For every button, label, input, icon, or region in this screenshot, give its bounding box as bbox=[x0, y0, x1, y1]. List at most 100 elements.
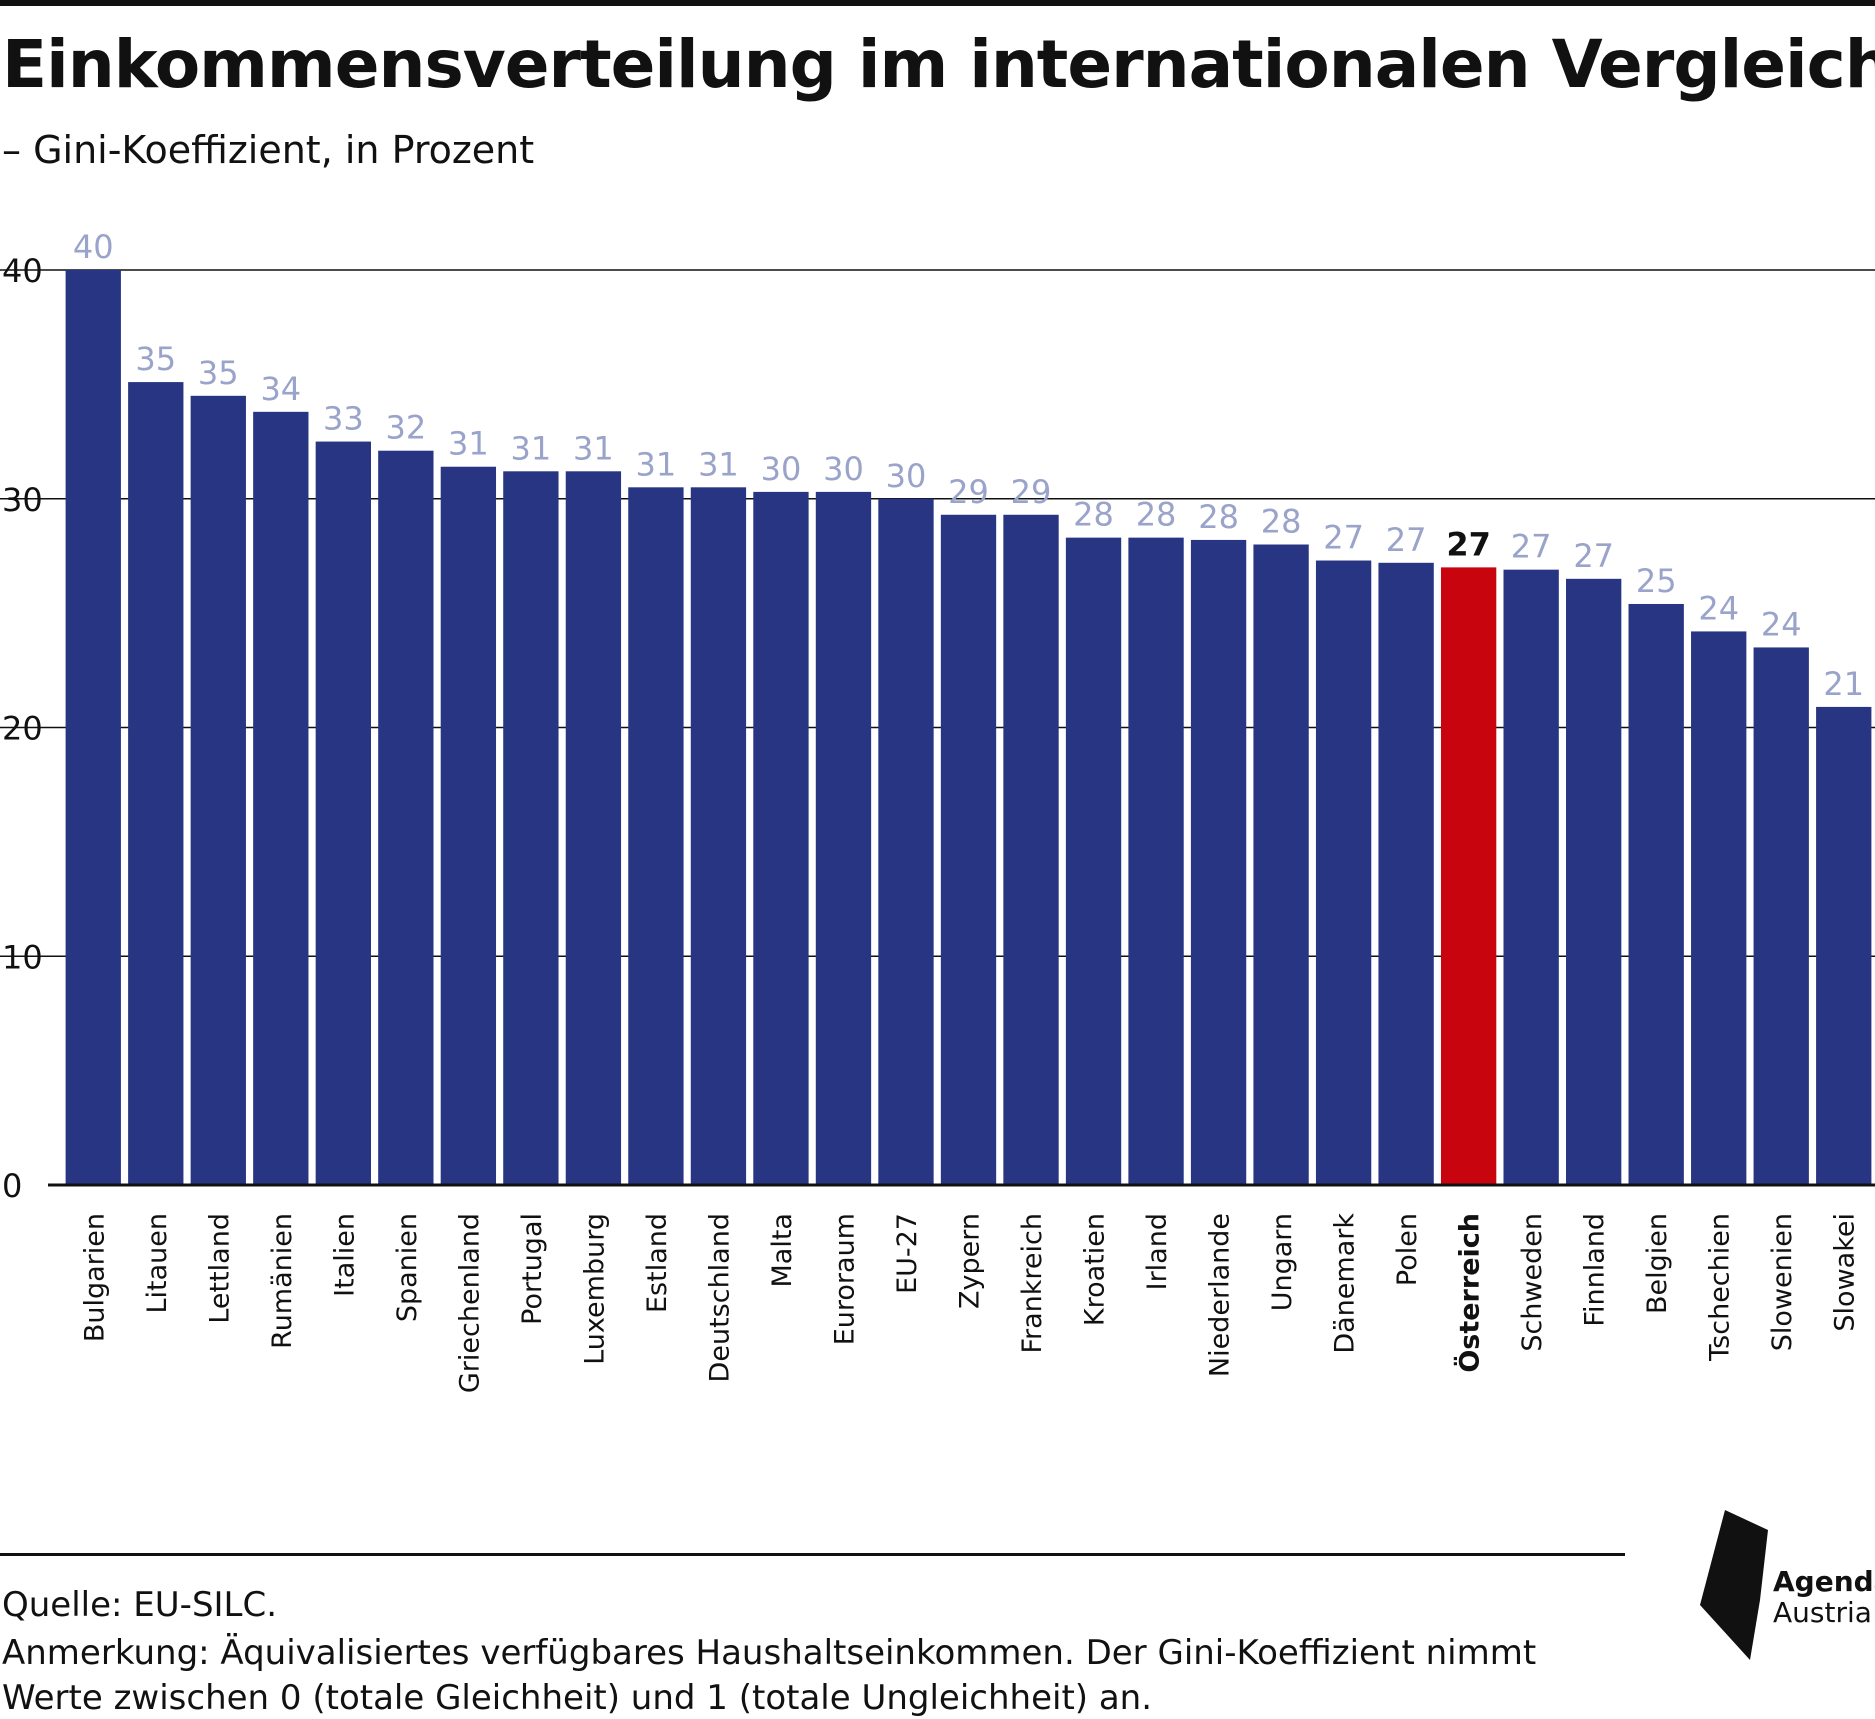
value-label: 30 bbox=[823, 450, 864, 488]
annotation-line-1: Anmerkung: Äquivalisiertes verfügbares H… bbox=[2, 1633, 1537, 1673]
bar-4 bbox=[315, 441, 371, 1185]
value-label: 35 bbox=[135, 340, 176, 378]
value-label: 31 bbox=[698, 445, 739, 483]
bar-28 bbox=[1816, 706, 1872, 1185]
bar-17 bbox=[1128, 537, 1184, 1185]
chart-title: Einkommensverteilung im internationalen … bbox=[2, 26, 1875, 103]
value-label: 29 bbox=[948, 473, 989, 511]
y-axis-ticks: 0 10 20 30 40 bbox=[2, 252, 43, 1205]
value-label: 35 bbox=[198, 354, 239, 392]
bar-23 bbox=[1503, 569, 1559, 1185]
category-label: Tschechien bbox=[1705, 1213, 1736, 1362]
gridlines bbox=[0, 269, 1875, 957]
bars bbox=[65, 270, 1872, 1186]
category-label: Frankreich bbox=[1017, 1213, 1048, 1354]
value-label: 34 bbox=[260, 370, 301, 408]
bar-5 bbox=[378, 450, 434, 1185]
value-label: 27 bbox=[1386, 521, 1427, 559]
y-tick-label: 20 bbox=[2, 710, 43, 748]
category-label: EU-27 bbox=[892, 1213, 923, 1294]
value-label: 24 bbox=[1698, 589, 1739, 627]
value-label: 28 bbox=[1261, 503, 1302, 541]
value-label: 24 bbox=[1761, 605, 1802, 643]
bar-26 bbox=[1691, 631, 1747, 1185]
bar-13 bbox=[878, 498, 934, 1185]
value-label: 21 bbox=[1823, 665, 1864, 703]
category-label: Luxemburg bbox=[579, 1213, 610, 1365]
category-label: Malta bbox=[767, 1213, 798, 1287]
value-label: 30 bbox=[886, 457, 927, 495]
bar-14 bbox=[940, 514, 997, 1185]
logo-mark bbox=[1700, 1510, 1768, 1660]
bar-12 bbox=[815, 491, 872, 1185]
bar-8 bbox=[565, 471, 622, 1185]
value-label: 27 bbox=[1573, 537, 1614, 575]
bar-6 bbox=[440, 466, 497, 1186]
bar-7 bbox=[503, 471, 559, 1185]
category-label: Rumänien bbox=[267, 1213, 298, 1349]
value-label: 27 bbox=[1511, 528, 1552, 566]
logo-text-agenda: Agenda bbox=[1773, 1565, 1875, 1598]
value-label: 28 bbox=[1073, 496, 1114, 534]
bar-chart: 0 10 20 30 40 40 35 35 34 33 32 31 31 31 31 31 30 30 30 29… bbox=[0, 228, 1875, 1393]
bar-9 bbox=[628, 487, 684, 1185]
category-label: Slowenien bbox=[1767, 1213, 1798, 1351]
y-tick-label: 40 bbox=[2, 252, 43, 290]
bar-27 bbox=[1753, 647, 1809, 1185]
bar-21 bbox=[1378, 562, 1434, 1185]
value-label: 31 bbox=[636, 445, 677, 483]
value-label: 40 bbox=[73, 228, 114, 266]
category-label: Irland bbox=[1142, 1213, 1173, 1290]
category-label: Estland bbox=[642, 1213, 673, 1313]
value-label: 28 bbox=[1198, 498, 1239, 536]
y-tick-label: 0 bbox=[2, 1167, 22, 1205]
bar-0 bbox=[65, 270, 121, 1185]
bar-1 bbox=[128, 382, 184, 1185]
bar-22 bbox=[1440, 567, 1497, 1185]
value-label: 27 bbox=[1446, 525, 1491, 563]
annotation-line-2: Werte zwischen 0 (totale Gleichheit) und… bbox=[2, 1678, 1153, 1718]
value-label: 31 bbox=[448, 425, 489, 463]
category-label: Dänemark bbox=[1330, 1213, 1361, 1354]
y-tick-label: 10 bbox=[2, 938, 43, 976]
value-label: 28 bbox=[1136, 496, 1177, 534]
category-label: Zypern bbox=[955, 1213, 986, 1309]
category-label: Deutschland bbox=[704, 1213, 735, 1382]
value-label: 27 bbox=[1323, 519, 1364, 557]
value-label: 25 bbox=[1636, 562, 1677, 600]
category-label: Polen bbox=[1392, 1213, 1423, 1286]
category-label: Österreich bbox=[1453, 1213, 1486, 1373]
bar-10 bbox=[690, 487, 747, 1185]
bar-16 bbox=[1065, 537, 1122, 1185]
y-tick-label: 30 bbox=[2, 481, 43, 519]
category-label: Kroatien bbox=[1080, 1213, 1111, 1326]
bar-11 bbox=[753, 491, 809, 1185]
footer-rule bbox=[0, 1553, 1625, 1556]
category-label: Portugal bbox=[517, 1213, 548, 1325]
category-label: Spanien bbox=[392, 1213, 423, 1322]
value-labels: 40 35 35 34 33 32 31 31 31 31 31 30 30 30 29 29 28 28 28 28… bbox=[73, 228, 1864, 703]
chart-subtitle: – Gini-Koeffizient, in Prozent bbox=[2, 128, 535, 172]
category-label: Litauen bbox=[142, 1213, 173, 1314]
bar-25 bbox=[1628, 603, 1684, 1185]
category-label: Slowakei bbox=[1830, 1213, 1861, 1332]
bar-20 bbox=[1315, 560, 1372, 1185]
bar-18 bbox=[1190, 539, 1247, 1185]
category-label: Italien bbox=[329, 1213, 360, 1297]
category-label: Schweden bbox=[1517, 1213, 1548, 1352]
value-label: 31 bbox=[511, 429, 552, 467]
bar-24 bbox=[1566, 578, 1622, 1185]
logo-text-austria: Austria bbox=[1773, 1596, 1872, 1629]
value-label: 32 bbox=[385, 409, 426, 447]
value-label: 29 bbox=[1011, 473, 1052, 511]
value-label: 33 bbox=[323, 400, 364, 438]
source-note: Quelle: EU-SILC. bbox=[2, 1585, 278, 1625]
category-label: Griechenland bbox=[454, 1213, 485, 1393]
agenda-austria-logo bbox=[1700, 1510, 1768, 1660]
category-label: Belgien bbox=[1642, 1213, 1673, 1314]
category-labels: Bulgarien Litauen Lettland Rumänien Italien S… bbox=[79, 1213, 1860, 1393]
bar-19 bbox=[1253, 544, 1309, 1185]
value-label: 31 bbox=[573, 429, 614, 467]
category-label: Finnland bbox=[1580, 1213, 1611, 1327]
top-rule bbox=[0, 0, 1875, 6]
